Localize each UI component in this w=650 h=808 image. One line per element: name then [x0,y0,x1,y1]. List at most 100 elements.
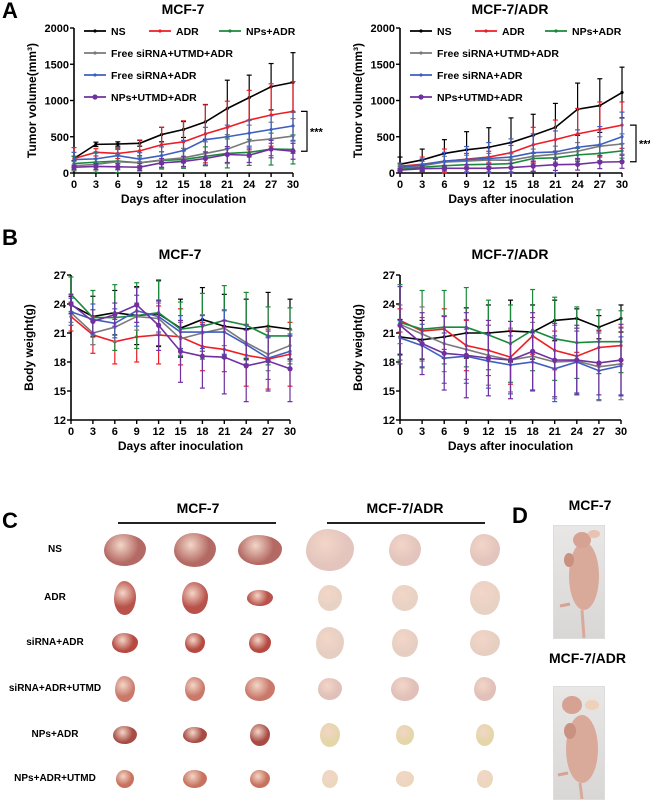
data-point [246,152,252,158]
x-tick-label: 12 [483,179,495,191]
x-tick-label: 21 [549,179,561,191]
y-tick-label: 0 [389,168,395,180]
x-tick-label: 9 [463,426,469,438]
y-tick-label: 500 [377,132,395,144]
x-tick-label: 15 [177,179,189,191]
x-tick-label: 15 [505,179,517,191]
data-point [509,155,513,159]
y-tick-label: 24 [383,299,396,311]
x-tick-label: 24 [240,426,253,438]
data-point [137,164,143,170]
data-point [441,165,447,171]
tumor-image-mcf7 [183,727,207,743]
tumor-image-mcf7 [116,770,134,788]
tumor-image-mcf7adr [316,627,344,659]
tumor-image-mcf7adr [396,725,414,745]
tumor-image-mcf7 [114,581,136,615]
tumor-image-mcf7 [113,726,137,744]
legend-marker [92,94,98,100]
tumor-image-mcf7 [112,633,138,653]
tumor-image-mcf7adr [392,585,418,611]
panel-label-c: C [2,508,18,533]
tumor-image-mcf7adr [320,723,340,747]
x-tick-label: 0 [71,179,77,191]
data-point [68,301,74,307]
y-tick-label: 24 [54,299,67,311]
x-tick-label: 15 [174,426,186,438]
chart-title: MCF-7 [162,1,205,17]
data-point [265,358,271,364]
legend-marker [93,51,97,55]
significance-bracket [301,110,308,152]
tumor-image-mcf7adr [470,534,500,566]
chart-title: MCF-7/ADR [472,246,549,262]
chart-title: MCF-7 [159,246,202,262]
panel-c-row-label: siRNA+ADR+UTMD [8,683,102,694]
x-tick-label: 9 [134,426,140,438]
x-tick-label: 18 [199,179,211,191]
y-axis-label: Tumor volume(mm³) [25,43,39,158]
legend-label: NPs+ADR [246,26,296,38]
data-point [575,161,581,167]
tumor-image-mcf7 [183,770,207,788]
tumor-image-mcf7 [238,535,282,565]
legend: NS ADR NPs+ADR Free siRNA+UTMD+ADR Free siRN… [410,26,622,104]
panel-c-group-title-mcf7: MCF-7 [176,500,220,516]
tumor-image-mcf7adr [470,581,500,615]
data-point [620,135,624,139]
data-point [181,148,186,153]
data-point [441,350,447,356]
y-tick-label: 1500 [371,59,395,71]
data-point [90,318,96,324]
mouse-photo-mcf7adr [553,686,605,800]
tumor-image-mcf7 [185,677,205,701]
x-tick-label: 0 [397,179,403,191]
legend-label: Free siRNA+ADR [437,70,523,82]
data-point [530,163,536,169]
data-point [199,353,205,359]
tumor-image-mcf7adr [476,724,494,746]
tumor-image-mcf7adr [392,629,418,657]
legend-label: ADR [176,26,199,38]
legend-marker [93,29,97,33]
y-tick-label: 21 [383,328,395,340]
legend-label: NS [437,26,452,38]
data-point [159,160,165,166]
panel-c-row-label: siRNA+ADR [26,637,84,648]
series-nps-utmd-adr [68,286,293,403]
y-tick-label: 1500 [45,59,69,71]
tumor-image-mcf7adr [391,677,419,701]
panel-label-a: A [2,0,18,23]
y-tick-label: 27 [54,270,66,282]
data-point [576,145,580,149]
data-point [620,90,624,95]
y-tick-label: 500 [51,132,69,144]
y-tick-label: 18 [54,357,66,369]
panel-c-row-label: NPs+ADR+UTMD [14,773,96,784]
data-point [94,142,98,146]
significance-bracket [630,124,637,163]
tumor-image-mcf7 [182,582,208,614]
legend-marker [419,51,423,55]
x-tick-label: 0 [397,426,403,438]
x-axis-label: Days after inoculation [448,192,573,206]
tumor-image-mcf7adr [318,585,342,611]
data-point [397,322,403,328]
data-point [116,154,120,158]
tumor-image-mcf7 [250,770,270,788]
tumor-image-mcf7 [115,676,135,702]
x-tick-label: 27 [265,179,277,191]
y-tick-label: 21 [54,328,66,340]
legend-marker [419,29,423,33]
x-tick-label: 21 [549,426,561,438]
data-point [202,155,208,162]
x-tick-label: 6 [115,179,121,191]
data-point [291,124,295,128]
panel-c-group-bar-mcf7 [118,522,276,524]
data-point [618,357,624,363]
chart-weight-mcf7: MCF-7 12 15 18 21 24 27 0 3 6 9 12 15 18 21 24 27 30 Days … [22,246,296,453]
x-tick-label: 9 [464,179,470,191]
legend-label: Free siRNA+ADR [111,70,197,82]
data-point [531,151,535,155]
